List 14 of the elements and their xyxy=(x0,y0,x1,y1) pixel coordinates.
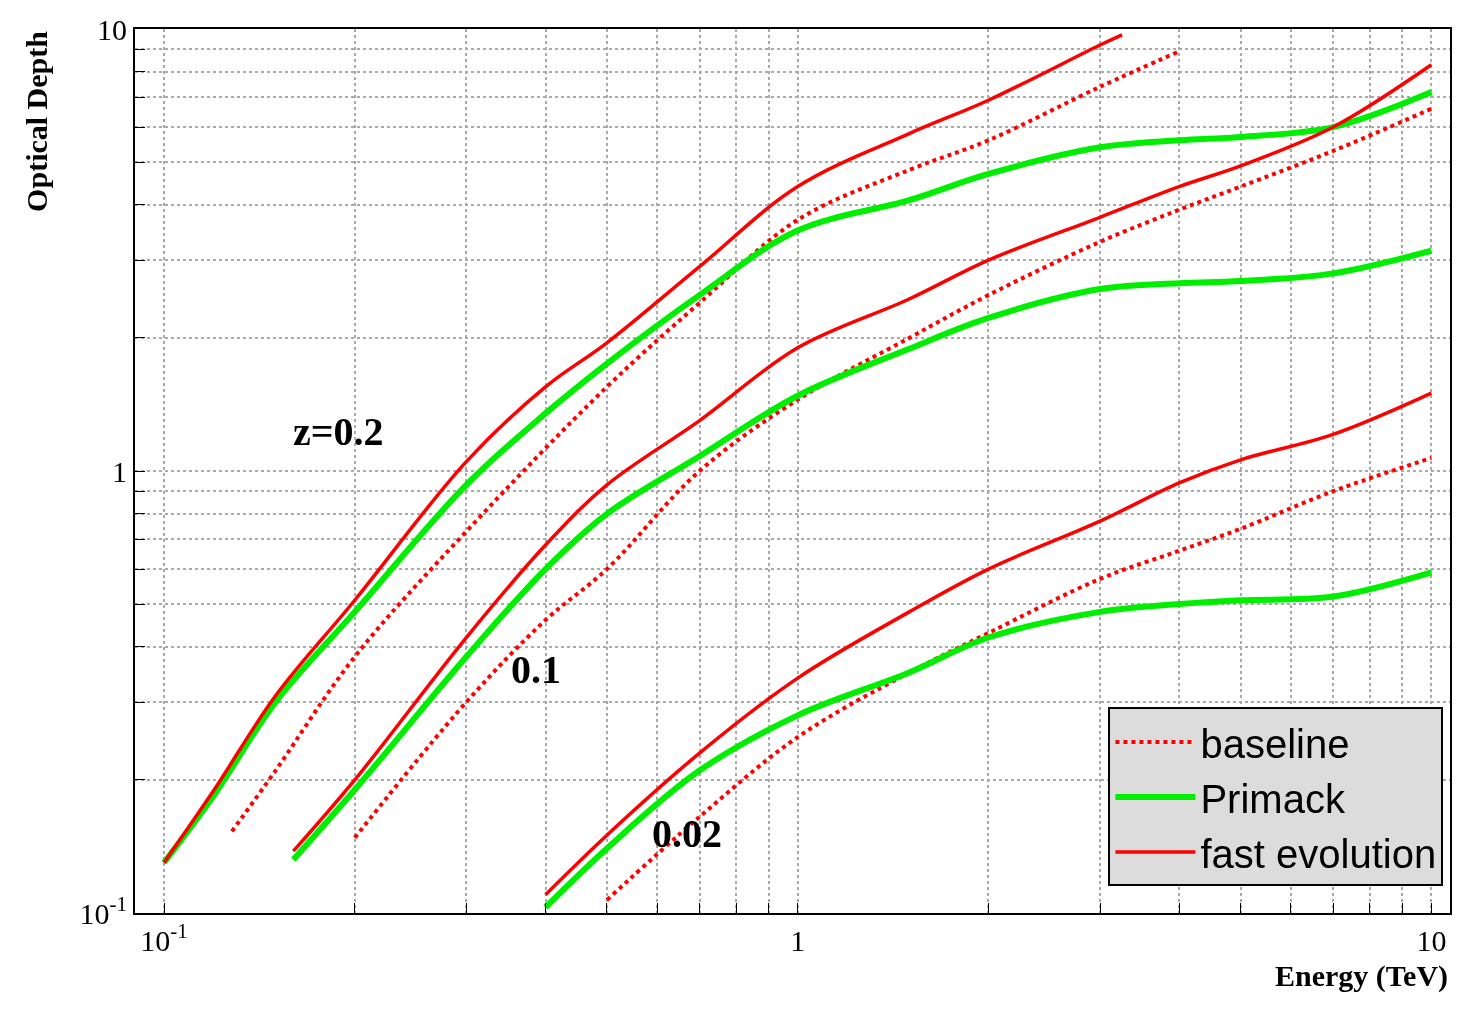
x-tick-label: 10$^{-1}$ xyxy=(140,919,188,957)
y-axis-title: Optical Depth xyxy=(19,30,53,212)
annotation: z=0.2 xyxy=(293,409,384,454)
y-tick-label: 10$^{-1}$ xyxy=(79,891,127,930)
y-tick-label: 10 xyxy=(97,12,127,46)
x-axis-title: Energy (TeV) xyxy=(1275,959,1449,993)
annotation: 0.1 xyxy=(511,647,561,692)
x-tick-label: 1 xyxy=(790,924,806,957)
x-tick-label: 10 xyxy=(1416,924,1447,957)
legend-label: fast evolution xyxy=(1200,831,1437,876)
legend-label: baseline xyxy=(1200,721,1350,766)
y-tick-label: 1 xyxy=(112,454,127,488)
legend-label: Primack xyxy=(1200,776,1346,821)
annotation: 0.02 xyxy=(652,811,722,856)
